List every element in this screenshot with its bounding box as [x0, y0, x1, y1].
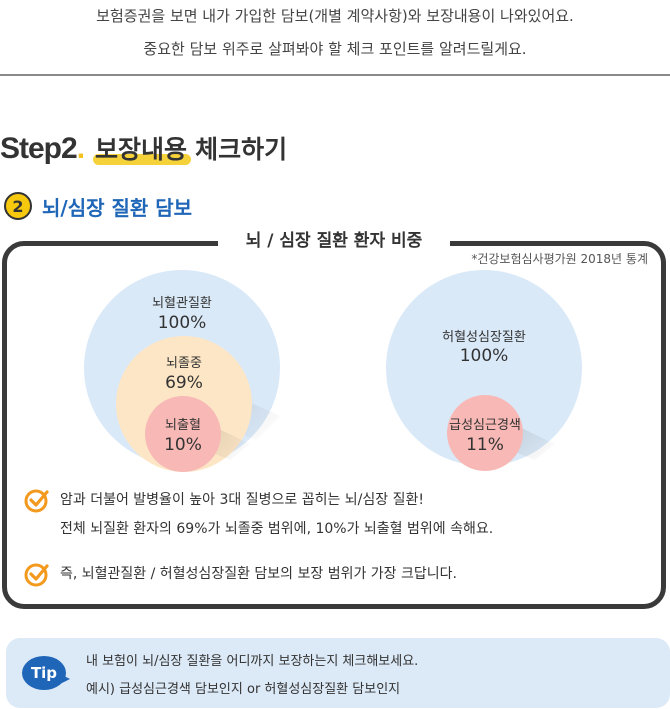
brain-inner-value: 10%: [164, 435, 202, 455]
source-note: *건강보험심사평가원 2018년 통계: [471, 252, 648, 266]
step-title-rest: 체크하기: [195, 135, 288, 164]
check-circle-icon: [24, 563, 49, 587]
tip-text: 내 보험이 뇌/심장 질환을 어디까지 보장하는지 체크해보세요. 예시) 급성…: [86, 648, 418, 704]
check-item-1-line-1: 암과 더불어 발병율이 높아 3대 질병으로 꼽히는 뇌/심장 질환!: [60, 492, 424, 508]
heart-inner-value: 11%: [466, 435, 504, 455]
heart-inner-circle: [447, 395, 523, 471]
section-number-badge: 2: [4, 192, 32, 220]
brain-outer-value: 100%: [157, 313, 207, 333]
tip-line-2: 예시) 급성심근경색 담보인지 or 허혈성심장질환 담보인지: [86, 682, 401, 697]
section-title: 뇌/심장 질환 담보: [42, 195, 193, 220]
step-heading: Step2 . 보장내용 체크하기: [0, 122, 287, 166]
heart-outer-label: 허혈성심장질환: [442, 330, 526, 345]
check-circle-icon: [24, 489, 49, 513]
brain-middle-value: 69%: [165, 373, 203, 393]
tip-box: [6, 638, 670, 708]
brain-outer-label: 뇌혈관질환: [152, 296, 212, 311]
section-heading: 2 뇌/심장 질환 담보: [4, 190, 192, 222]
check-item-2-line-1: 즉, 뇌혈관질환 / 허혈성심장질환 담보의 보장 범위가 가장 크답니다.: [60, 566, 457, 582]
check-item-1-line-2: 전체 뇌질환 환자의 69%가 뇌졸중 범위에, 10%가 뇌출혈 범위에 속해…: [60, 521, 494, 537]
check-item-1: 암과 더불어 발병율이 높아 3대 질병으로 꼽히는 뇌/심장 질환! 전체 뇌…: [24, 486, 493, 544]
brain-inner-label: 뇌출혈: [165, 418, 201, 433]
brain-inner-circle: [145, 396, 221, 472]
intro-line-1: 보험증권을 보면 내가 가입한 담보(개별 계약사항)와 보장내용이 나와있어요…: [96, 7, 574, 25]
intro-text: 보험증권을 보면 내가 가입한 담보(개별 계약사항)와 보장내용이 나와있어요…: [0, 0, 670, 74]
tip-badge: Tip: [22, 656, 70, 690]
heart-outer-value: 100%: [459, 346, 509, 366]
box-title: 뇌 / 심장 질환 환자 비중: [218, 228, 450, 254]
check-item-2: 즉, 뇌혈관질환 / 허혈성심장질환 담보의 보장 범위가 가장 크답니다.: [24, 560, 457, 589]
brain-middle-label: 뇌졸중: [166, 356, 202, 371]
step-number: Step2: [0, 132, 78, 165]
intro-line-2: 중요한 담보 위주로 살펴봐야 할 체크 포인트를 알려드릴게요.: [143, 40, 527, 58]
step-highlight: 보장내용: [93, 130, 192, 166]
heart-inner-label: 급성심근경색: [449, 418, 521, 433]
step-dot: .: [76, 132, 86, 165]
tip-line-1: 내 보험이 뇌/심장 질환을 어디까지 보장하는지 체크해보세요.: [86, 654, 419, 669]
divider: [0, 74, 670, 76]
